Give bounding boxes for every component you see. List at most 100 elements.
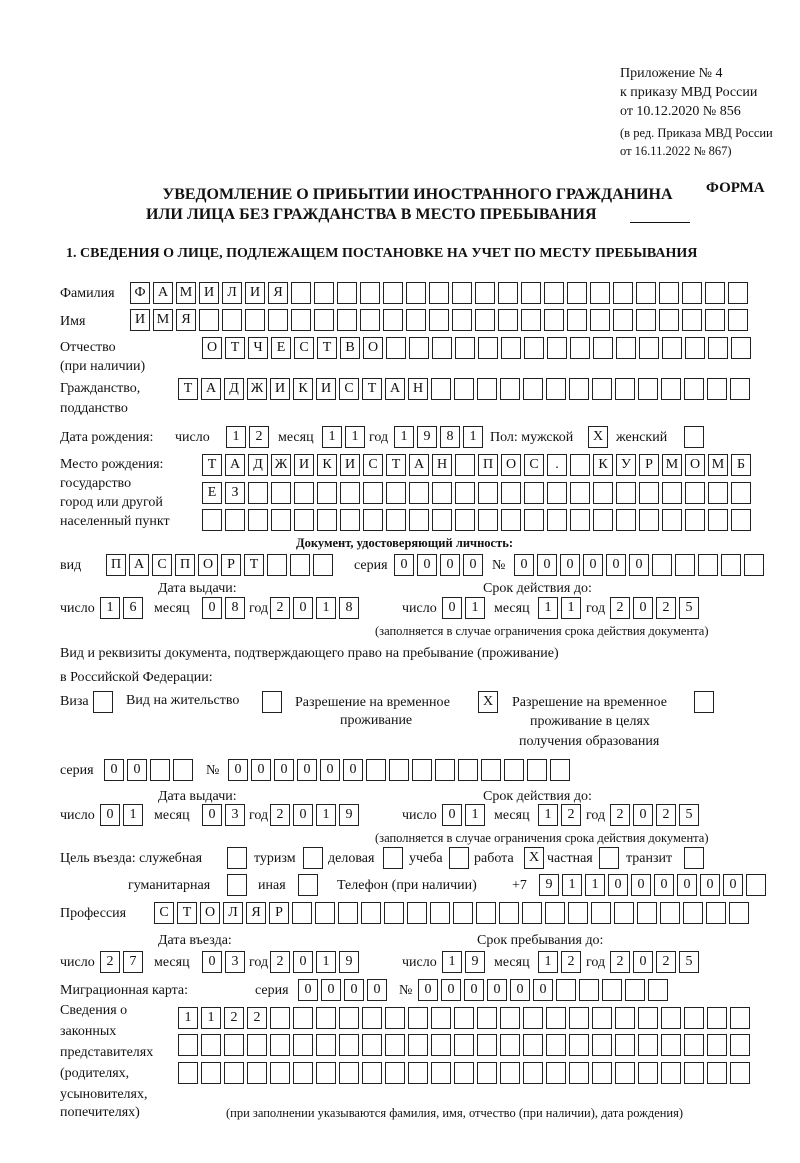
char-cell[interactable] (707, 1062, 727, 1084)
char-cell[interactable] (728, 282, 748, 304)
char-cell[interactable]: Е (271, 337, 291, 359)
char-cell[interactable] (498, 282, 518, 304)
char-cell[interactable]: 8 (225, 597, 245, 619)
char-cell[interactable]: 0 (202, 804, 222, 826)
char-cell[interactable] (616, 482, 636, 504)
char-cell[interactable] (292, 902, 312, 924)
char-cell[interactable]: 9 (339, 804, 359, 826)
char-cell[interactable] (662, 482, 682, 504)
char-cell[interactable] (545, 902, 565, 924)
char-cell[interactable]: Ф (130, 282, 150, 304)
char-cell[interactable]: 1 (465, 804, 485, 826)
purpose-work-checkbox[interactable]: X (524, 847, 547, 869)
char-cell[interactable] (291, 309, 311, 331)
char-cell[interactable]: 2 (270, 804, 290, 826)
char-cell[interactable] (458, 759, 478, 781)
char-cell[interactable] (477, 378, 497, 400)
char-cell[interactable] (449, 847, 469, 869)
char-cell[interactable] (662, 337, 682, 359)
char-cell[interactable] (316, 1007, 336, 1029)
char-cell[interactable] (268, 309, 288, 331)
char-cell[interactable] (501, 337, 521, 359)
char-cell[interactable] (570, 482, 590, 504)
char-cell[interactable]: 0 (608, 874, 628, 896)
char-cell[interactable]: Ж (271, 454, 291, 476)
char-cell[interactable]: X (524, 847, 544, 869)
char-cell[interactable]: Л (223, 902, 243, 924)
char-cell[interactable] (431, 378, 451, 400)
char-cell[interactable] (408, 1062, 428, 1084)
char-cell[interactable] (478, 509, 498, 531)
char-cell[interactable] (247, 1034, 267, 1056)
char-cell[interactable]: 0 (442, 597, 462, 619)
char-cell[interactable]: 0 (100, 804, 120, 826)
char-cell[interactable] (498, 309, 518, 331)
char-cell[interactable] (178, 1034, 198, 1056)
char-cell[interactable]: Ч (248, 337, 268, 359)
char-cell[interactable] (477, 1007, 497, 1029)
char-cell[interactable] (684, 378, 704, 400)
char-cell[interactable] (685, 482, 705, 504)
char-cell[interactable] (615, 378, 635, 400)
char-cell[interactable]: З (225, 482, 245, 504)
char-cell[interactable] (429, 309, 449, 331)
char-cell[interactable]: 0 (344, 979, 364, 1001)
char-cell[interactable] (728, 309, 748, 331)
birthplace-line-3[interactable] (202, 509, 754, 531)
char-cell[interactable] (567, 309, 587, 331)
char-cell[interactable] (477, 1062, 497, 1084)
char-cell[interactable] (431, 1034, 451, 1056)
char-cell[interactable] (721, 554, 741, 576)
char-cell[interactable] (546, 1062, 566, 1084)
char-cell[interactable]: 1 (316, 597, 336, 619)
char-cell[interactable] (270, 1007, 290, 1029)
char-cell[interactable] (546, 1007, 566, 1029)
char-cell[interactable]: 7 (123, 951, 143, 973)
char-cell[interactable]: 0 (202, 597, 222, 619)
char-cell[interactable] (625, 979, 645, 1001)
char-cell[interactable] (386, 509, 406, 531)
char-cell[interactable]: . (547, 454, 567, 476)
char-cell[interactable] (337, 282, 357, 304)
char-cell[interactable]: С (524, 454, 544, 476)
char-cell[interactable] (412, 759, 432, 781)
char-cell[interactable] (227, 874, 247, 896)
char-cell[interactable]: А (129, 554, 149, 576)
purpose-business-checkbox[interactable] (383, 847, 406, 869)
char-cell[interactable]: Т (225, 337, 245, 359)
char-cell[interactable]: 1 (123, 804, 143, 826)
char-cell[interactable]: 0 (228, 759, 248, 781)
char-cell[interactable]: 0 (677, 874, 697, 896)
char-cell[interactable]: 1 (585, 874, 605, 896)
char-cell[interactable] (409, 509, 429, 531)
char-cell[interactable] (659, 309, 679, 331)
char-cell[interactable]: М (176, 282, 196, 304)
char-cell[interactable] (201, 1062, 221, 1084)
char-cell[interactable] (746, 874, 766, 896)
char-cell[interactable]: Д (248, 454, 268, 476)
char-cell[interactable] (290, 554, 310, 576)
char-cell[interactable] (363, 509, 383, 531)
char-cell[interactable] (661, 1062, 681, 1084)
char-cell[interactable]: 0 (293, 951, 313, 973)
char-cell[interactable] (524, 337, 544, 359)
temporary-residence-checkbox[interactable]: X (478, 691, 501, 713)
char-cell[interactable] (648, 979, 668, 1001)
char-cell[interactable] (406, 309, 426, 331)
char-cell[interactable] (453, 902, 473, 924)
char-cell[interactable] (201, 1034, 221, 1056)
char-cell[interactable]: 2 (656, 597, 676, 619)
char-cell[interactable]: М (708, 454, 728, 476)
char-cell[interactable] (570, 337, 590, 359)
char-cell[interactable]: И (130, 309, 150, 331)
char-cell[interactable] (567, 282, 587, 304)
char-cell[interactable]: С (154, 902, 174, 924)
